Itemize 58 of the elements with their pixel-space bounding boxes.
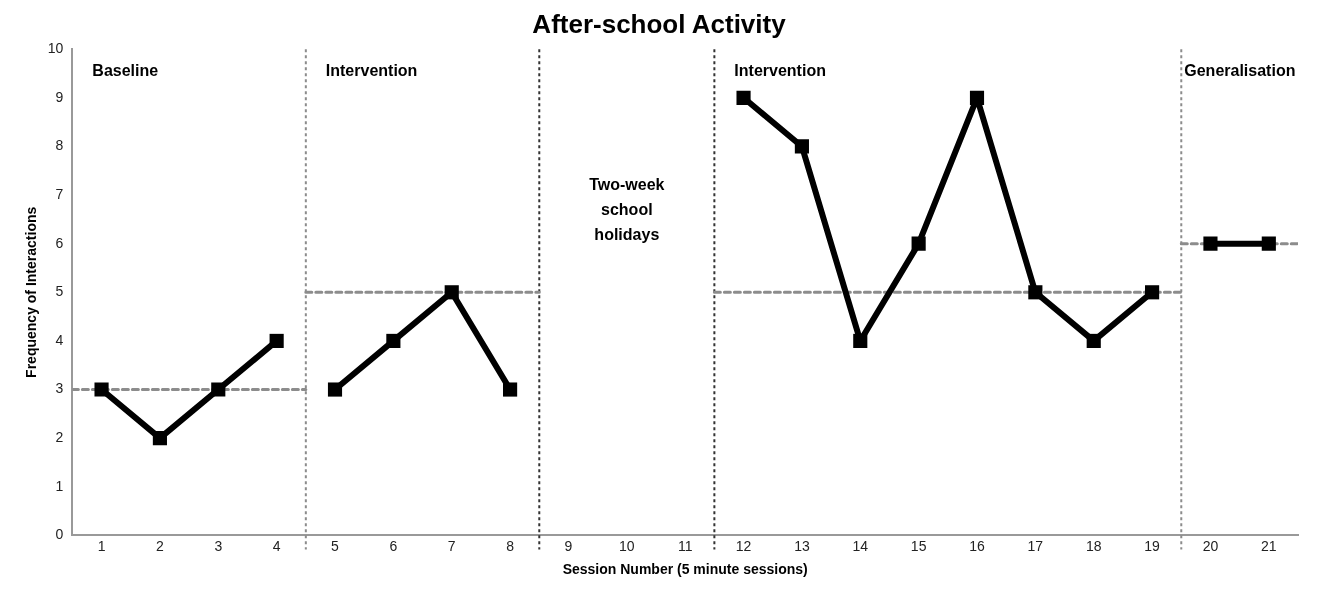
x-tick-label: 11: [677, 537, 693, 554]
x-tick-label: 1: [97, 537, 106, 554]
point: [327, 382, 343, 397]
x-tick-label: 7: [447, 537, 456, 554]
annotation: Intervention: [325, 61, 418, 79]
x-tick-label: 17: [1027, 537, 1044, 554]
point: [1261, 236, 1276, 251]
point: [736, 90, 751, 105]
x-tick-label: 15: [910, 537, 927, 554]
y-tick-label: 5: [55, 283, 64, 300]
x-tick-label: 8: [506, 537, 515, 554]
x-tick-label: 18: [1085, 537, 1102, 554]
x-tick-label: 12: [735, 537, 752, 554]
x-tick-label: 6: [389, 537, 398, 554]
point: [911, 236, 926, 251]
y-tick-label: 3: [55, 380, 64, 397]
x-tick-label: 5: [331, 537, 340, 554]
x-tick-label: 19: [1144, 537, 1161, 554]
point: [211, 382, 226, 397]
x-tick-label: 3: [214, 537, 223, 554]
chart-title: After-school Activity: [532, 8, 787, 39]
point: [1203, 236, 1218, 251]
point: [1145, 285, 1160, 300]
y-tick-label: 9: [55, 88, 64, 105]
x-tick-label: 4: [272, 537, 281, 554]
y-tick-label: 10: [47, 40, 64, 57]
x-tick-label: 13: [794, 537, 810, 554]
y-tick-label: 7: [55, 185, 64, 202]
y-tick-label: 4: [55, 331, 64, 348]
point: [269, 333, 284, 348]
point: [503, 382, 518, 397]
y-axis-title: Frequency of Interactions: [23, 206, 40, 378]
point: [444, 285, 459, 300]
y-tick-label: 2: [55, 429, 64, 446]
y-tick-label: 1: [55, 477, 64, 494]
annotation: Baseline: [92, 61, 159, 79]
y-tick-label: 8: [55, 137, 64, 154]
x-tick-label: 9: [564, 537, 573, 554]
x-tick-label: 20: [1202, 537, 1219, 554]
x-tick-label: 2: [156, 537, 165, 554]
point: [386, 333, 401, 348]
x-tick-label: 16: [969, 537, 985, 554]
x-axis-title: Session Number (5 minute sessions): [562, 561, 808, 578]
annotation: Generalisation: [1184, 61, 1296, 79]
annotation: Two-week school holidays: [589, 175, 665, 243]
point: [1086, 333, 1101, 348]
x-tick-label: 21: [1261, 537, 1277, 554]
x-tick-label: 14: [852, 537, 869, 554]
point: [969, 90, 985, 105]
point: [152, 431, 167, 446]
x-tick-label: 10: [619, 537, 635, 554]
point: [1028, 285, 1043, 300]
point: [853, 333, 868, 348]
point: [794, 139, 809, 154]
y-tick-label: 0: [55, 526, 64, 543]
y-tick-label: 6: [55, 234, 64, 251]
annotation: Intervention: [734, 61, 826, 79]
point: [94, 382, 109, 397]
